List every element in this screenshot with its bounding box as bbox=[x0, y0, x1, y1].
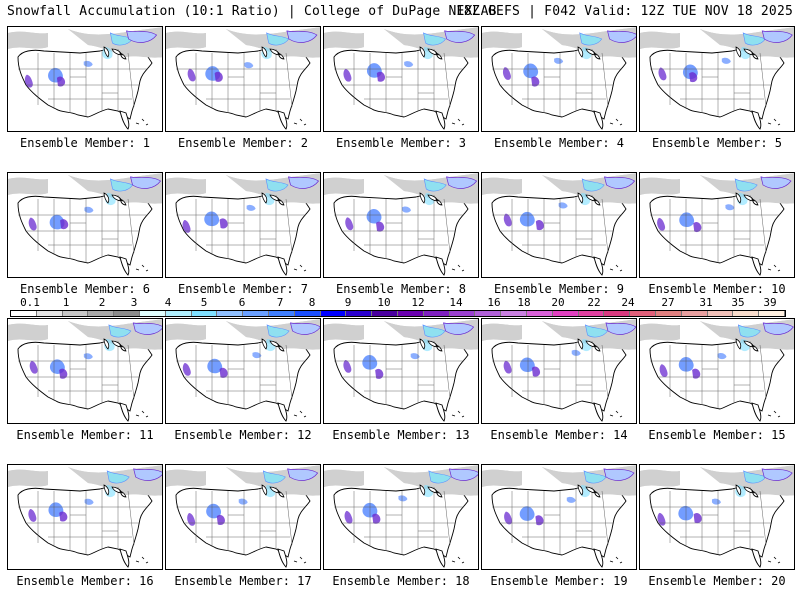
colorbar-tick-label: 3 bbox=[130, 296, 138, 309]
ensemble-member-label: Ensemble Member: 18 bbox=[332, 574, 470, 588]
ensemble-member-label: Ensemble Member: 13 bbox=[332, 428, 470, 442]
ensemble-member-label: Ensemble Member: 8 bbox=[335, 282, 467, 296]
colorbar-tick-label: 31 bbox=[699, 296, 713, 309]
colorbar-segment bbox=[501, 311, 527, 316]
colorbar-segment bbox=[268, 311, 295, 316]
colorbar-segment bbox=[630, 311, 656, 316]
colorbar-tick-label: 27 bbox=[661, 296, 675, 309]
ensemble-member-map bbox=[165, 26, 321, 132]
colorbar-segment bbox=[423, 311, 450, 316]
colorbar-tick-label: 4 bbox=[164, 296, 172, 309]
ensemble-member-label: Ensemble Member: 16 bbox=[16, 574, 154, 588]
colorbar-segment bbox=[526, 311, 553, 316]
colorbar-tick-label: 1 bbox=[62, 296, 70, 309]
ensemble-member-map bbox=[481, 318, 637, 424]
colorbar-segment bbox=[759, 311, 785, 316]
ensemble-member-map bbox=[165, 172, 321, 278]
ensemble-member-map bbox=[323, 26, 479, 132]
ensemble-member-map bbox=[7, 172, 163, 278]
ensemble-member-label: Ensemble Member: 2 bbox=[177, 136, 309, 150]
map-title: Snowfall Accumulation (10:1 Ratio) | Col… bbox=[7, 4, 497, 19]
ensemble-member-label: Ensemble Member: 11 bbox=[16, 428, 154, 442]
colorbar-tick-label: 12 bbox=[411, 296, 425, 309]
colorbar-tick-label: 22 bbox=[587, 296, 601, 309]
ensemble-member-map bbox=[7, 464, 163, 570]
colorbar-tick-label: 9 bbox=[344, 296, 352, 309]
ensemble-member-label: Ensemble Member: 15 bbox=[648, 428, 786, 442]
colorbar-segment bbox=[604, 311, 631, 316]
ensemble-member-map bbox=[7, 26, 163, 132]
ensemble-member-label: Ensemble Member: 6 bbox=[19, 282, 151, 296]
colorbar-tick-label: 14 bbox=[449, 296, 463, 309]
colorbar-segment bbox=[681, 311, 708, 316]
ensemble-member-label: Ensemble Member: 9 bbox=[493, 282, 625, 296]
ensemble-member-map bbox=[481, 464, 637, 570]
colorbar-segment bbox=[346, 311, 373, 316]
colorbar-tick-label: 24 bbox=[621, 296, 635, 309]
colorbar-tick-label: 8 bbox=[308, 296, 316, 309]
ensemble-member-map bbox=[165, 464, 321, 570]
ensemble-member-label: Ensemble Member: 1 bbox=[19, 136, 151, 150]
colorbar-tick-label: 5 bbox=[200, 296, 208, 309]
ensemble-member-label: Ensemble Member: 19 bbox=[490, 574, 628, 588]
ensemble-member-label: Ensemble Member: 3 bbox=[335, 136, 467, 150]
ensemble-member-map bbox=[323, 318, 479, 424]
colorbar-segment bbox=[191, 311, 218, 316]
colorbar-segment bbox=[733, 311, 760, 316]
colorbar-segment bbox=[475, 311, 502, 316]
ensemble-member-label: Ensemble Member: 14 bbox=[490, 428, 628, 442]
colorbar-tick-label: 2 bbox=[98, 296, 106, 309]
colorbar-segment bbox=[578, 311, 605, 316]
ensemble-member-label: Ensemble Member: 17 bbox=[174, 574, 312, 588]
ensemble-member-map bbox=[639, 464, 795, 570]
colorbar-segment bbox=[449, 311, 476, 316]
colorbar-segment bbox=[655, 311, 682, 316]
ensemble-member-map bbox=[323, 464, 479, 570]
ensemble-member-map bbox=[165, 318, 321, 424]
colorbar-segment bbox=[62, 311, 89, 316]
colorbar-segment bbox=[11, 311, 37, 316]
colorbar-segment bbox=[320, 311, 347, 316]
colorbar-segment bbox=[397, 311, 424, 316]
colorbar-segment bbox=[88, 311, 115, 316]
colorbar-segment bbox=[552, 311, 579, 316]
colorbar-segment bbox=[217, 311, 244, 316]
colorbar-tick-label: 18 bbox=[517, 296, 531, 309]
colorbar-tick-label: 39 bbox=[763, 296, 777, 309]
ensemble-member-map bbox=[323, 172, 479, 278]
ensemble-member-map bbox=[639, 172, 795, 278]
run-info: 18Z GEFS | F042 Valid: 12Z TUE NOV 18 20… bbox=[455, 4, 793, 19]
colorbar-tick-label: 16 bbox=[487, 296, 501, 309]
colorbar-tick-label: 7 bbox=[276, 296, 284, 309]
ensemble-member-label: Ensemble Member: 5 bbox=[651, 136, 783, 150]
ensemble-member-map bbox=[7, 318, 163, 424]
colorbar-segment bbox=[114, 311, 140, 316]
colorbar-segment bbox=[372, 311, 398, 316]
ensemble-member-map bbox=[481, 172, 637, 278]
colorbar-segment bbox=[165, 311, 192, 316]
colorbar-tick-label: 6 bbox=[238, 296, 246, 309]
ensemble-member-label: Ensemble Member: 7 bbox=[177, 282, 309, 296]
colorbar-tick-label: 20 bbox=[551, 296, 565, 309]
colorbar-tick-label: 10 bbox=[377, 296, 391, 309]
colorbar-segment bbox=[294, 311, 321, 316]
colorbar-segment bbox=[139, 311, 166, 316]
ensemble-member-map bbox=[481, 26, 637, 132]
ensemble-member-label: Ensemble Member: 10 bbox=[648, 282, 786, 296]
colorbar-tick-label: 0.1 bbox=[20, 296, 40, 309]
ensemble-member-map bbox=[639, 318, 795, 424]
colorbar-ticks: 0.1 1 2 3 4 5 6 7 8 9 10 12 14 16 18 20 22 24 27 31 35 39 bbox=[10, 296, 786, 310]
ensemble-member-label: Ensemble Member: 20 bbox=[648, 574, 786, 588]
ensemble-member-label: Ensemble Member: 12 bbox=[174, 428, 312, 442]
colorbar-tick-label: 35 bbox=[731, 296, 745, 309]
colorbar-segment bbox=[36, 311, 63, 316]
colorbar-segment bbox=[707, 311, 734, 316]
colorbar-segment bbox=[243, 311, 269, 316]
colorbar bbox=[10, 310, 786, 317]
ensemble-member-map bbox=[639, 26, 795, 132]
ensemble-member-label: Ensemble Member: 4 bbox=[493, 136, 625, 150]
